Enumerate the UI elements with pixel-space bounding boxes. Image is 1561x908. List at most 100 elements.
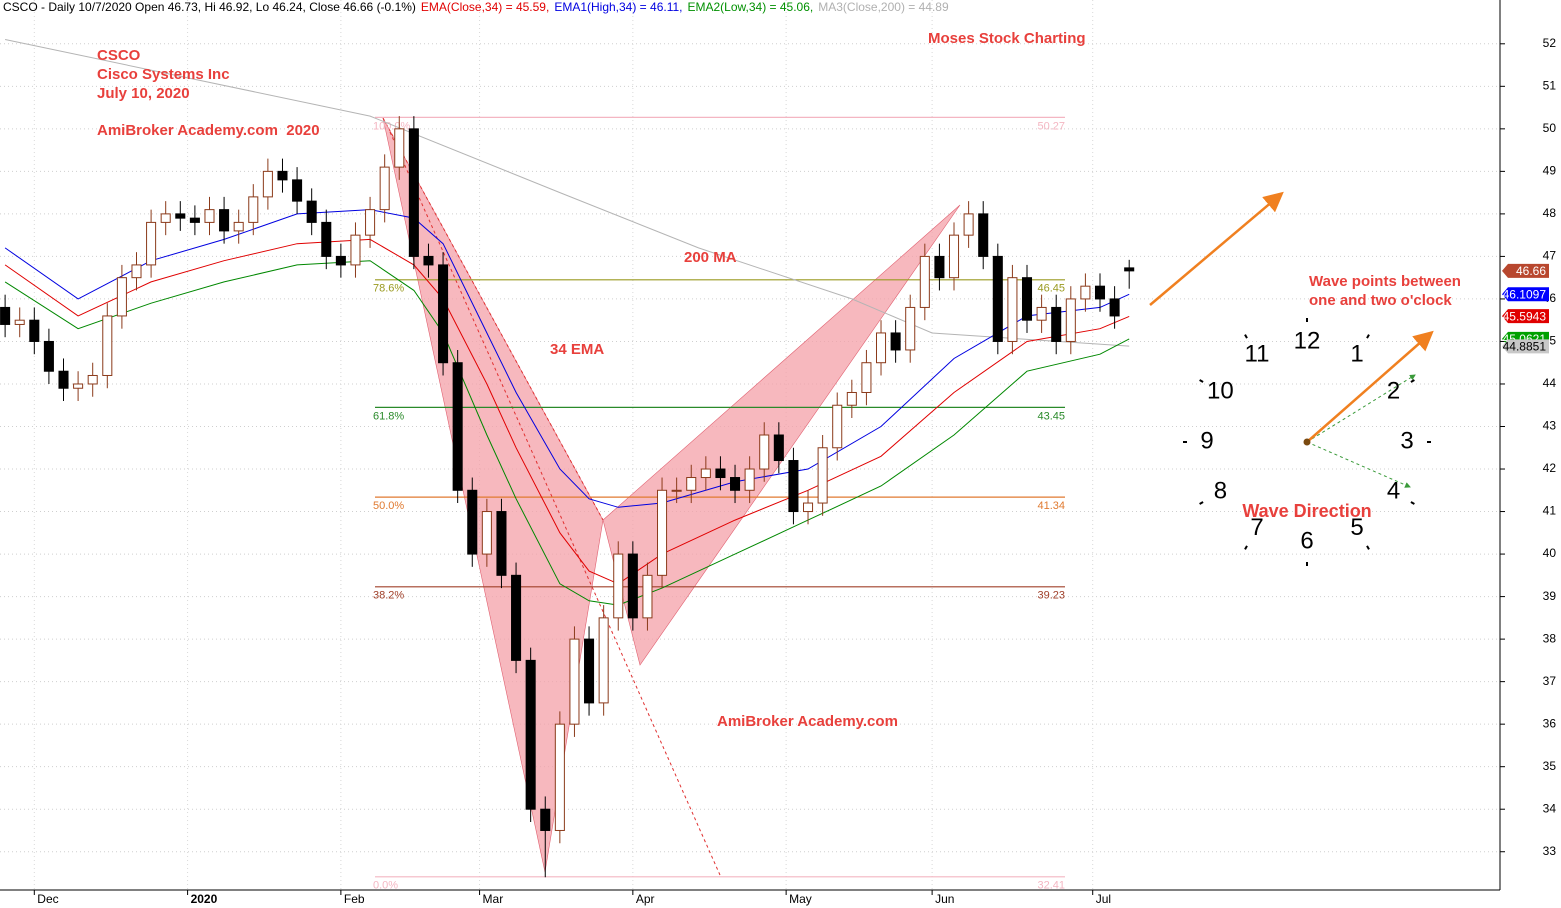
header-item: CSCO - Daily 10/7/2020 Open 46.73, Hi 46…	[3, 0, 416, 14]
clock-number: 1	[1350, 341, 1363, 368]
header-item: EMA2(Low,34) = 45.06,	[688, 0, 814, 14]
candle-body	[554, 723, 565, 831]
x-tick-label: Jun	[935, 892, 954, 906]
candle-body	[730, 477, 741, 491]
y-tick-label: 52	[1543, 36, 1557, 50]
candle-body	[511, 574, 522, 661]
candle-body	[423, 255, 434, 266]
annotation: one and two o'clock	[1309, 292, 1452, 309]
trend-arrow	[1149, 191, 1284, 306]
candle-body	[934, 255, 945, 279]
candle-body	[146, 221, 157, 266]
candle-body	[481, 511, 492, 555]
candle-body	[1109, 298, 1120, 317]
candle-body	[905, 306, 916, 351]
candle-body	[613, 553, 624, 619]
candle-body	[233, 221, 244, 232]
clock-number: 10	[1207, 377, 1234, 404]
y-tick-label: 38	[1543, 631, 1557, 645]
clock-tick	[1244, 334, 1248, 339]
clock-number: 9	[1200, 427, 1213, 454]
fib-percent-label: 61.8%	[373, 410, 404, 422]
candle-body	[58, 370, 69, 389]
y-tick-label: 33	[1543, 844, 1557, 858]
annotation: Moses Stock Charting	[928, 30, 1086, 47]
clock-number: 11	[1245, 341, 1270, 368]
candle-body	[248, 196, 259, 223]
x-tick-label: May	[789, 892, 812, 906]
candle-body	[292, 179, 303, 202]
y-tick-label: 48	[1543, 206, 1557, 220]
candle-body	[803, 502, 814, 513]
candle-body	[379, 166, 390, 211]
candle-body	[773, 434, 784, 462]
indicator-line	[4, 209, 1130, 508]
candles	[0, 116, 1135, 878]
candle-body	[1094, 285, 1106, 300]
clock-number: 7	[1250, 514, 1263, 541]
candle-body	[87, 374, 98, 385]
candle-body	[788, 460, 799, 513]
header: CSCO - Daily 10/7/2020 Open 46.73, Hi 46…	[3, 0, 949, 14]
candle-body	[540, 808, 551, 831]
candle-body	[627, 553, 638, 619]
clock-tick	[1199, 501, 1204, 505]
indicator-line	[4, 260, 1130, 606]
candle-body	[175, 213, 186, 219]
clock-number: 5	[1350, 514, 1363, 541]
candle-body	[160, 213, 171, 223]
indicator-line	[4, 39, 1130, 347]
x-tick-label: Mar	[483, 892, 504, 906]
price-tag-label: 46.1097	[1503, 287, 1547, 301]
candle-body	[262, 170, 273, 198]
candle-body	[671, 489, 682, 492]
y-tick-label: 41	[1543, 504, 1557, 518]
price-tag-label: 44.8851	[1503, 340, 1547, 354]
fib-percent-label: 38.2%	[373, 590, 404, 602]
candle-body	[350, 234, 361, 266]
candle-body	[715, 468, 726, 479]
x-tick-label: 2020	[191, 892, 218, 906]
candle-body	[1021, 277, 1033, 321]
candle-body	[43, 340, 54, 372]
candle-body	[817, 447, 828, 504]
clock-hand-guide	[1306, 441, 1411, 488]
candle-body	[832, 404, 843, 449]
price-tag-label: 45.5943	[1503, 309, 1547, 323]
candle-body	[219, 209, 230, 232]
clock-number: 3	[1400, 427, 1413, 454]
candle-body	[861, 362, 872, 393]
candle-body	[335, 255, 346, 266]
candle-body	[978, 213, 989, 257]
annotation: CSCO	[97, 47, 141, 64]
candle-body	[919, 255, 930, 308]
candle-body	[890, 332, 901, 351]
clock-number: 2	[1387, 377, 1400, 404]
candle-body	[408, 128, 419, 257]
y-tick-label: 44	[1543, 376, 1557, 390]
candle-body	[525, 659, 536, 810]
candle-body	[992, 255, 1003, 342]
y-tick-label: 39	[1543, 589, 1557, 603]
candle-body	[1124, 267, 1135, 272]
price-tag	[1502, 309, 1549, 324]
candle-body	[759, 434, 770, 470]
candle-body	[204, 209, 215, 223]
pattern-dashed-line	[382, 117, 604, 521]
candle-body	[963, 213, 974, 236]
candle-body	[306, 200, 317, 223]
candle-body	[1065, 298, 1076, 342]
fib-value-label: 46.45	[1037, 283, 1065, 295]
clock-tick	[1199, 379, 1204, 383]
fib-percent-label: 0.0%	[373, 880, 398, 892]
fib-percent-label: 50.0%	[373, 500, 404, 512]
y-tick-label: 35	[1543, 759, 1557, 773]
candle-body	[875, 332, 887, 364]
price-tag	[1502, 263, 1549, 278]
y-tick-label: 34	[1543, 801, 1557, 815]
annotation: July 10, 2020	[97, 85, 190, 102]
candle-body	[0, 306, 11, 325]
annotation: Cisco Systems Inc	[97, 66, 230, 83]
